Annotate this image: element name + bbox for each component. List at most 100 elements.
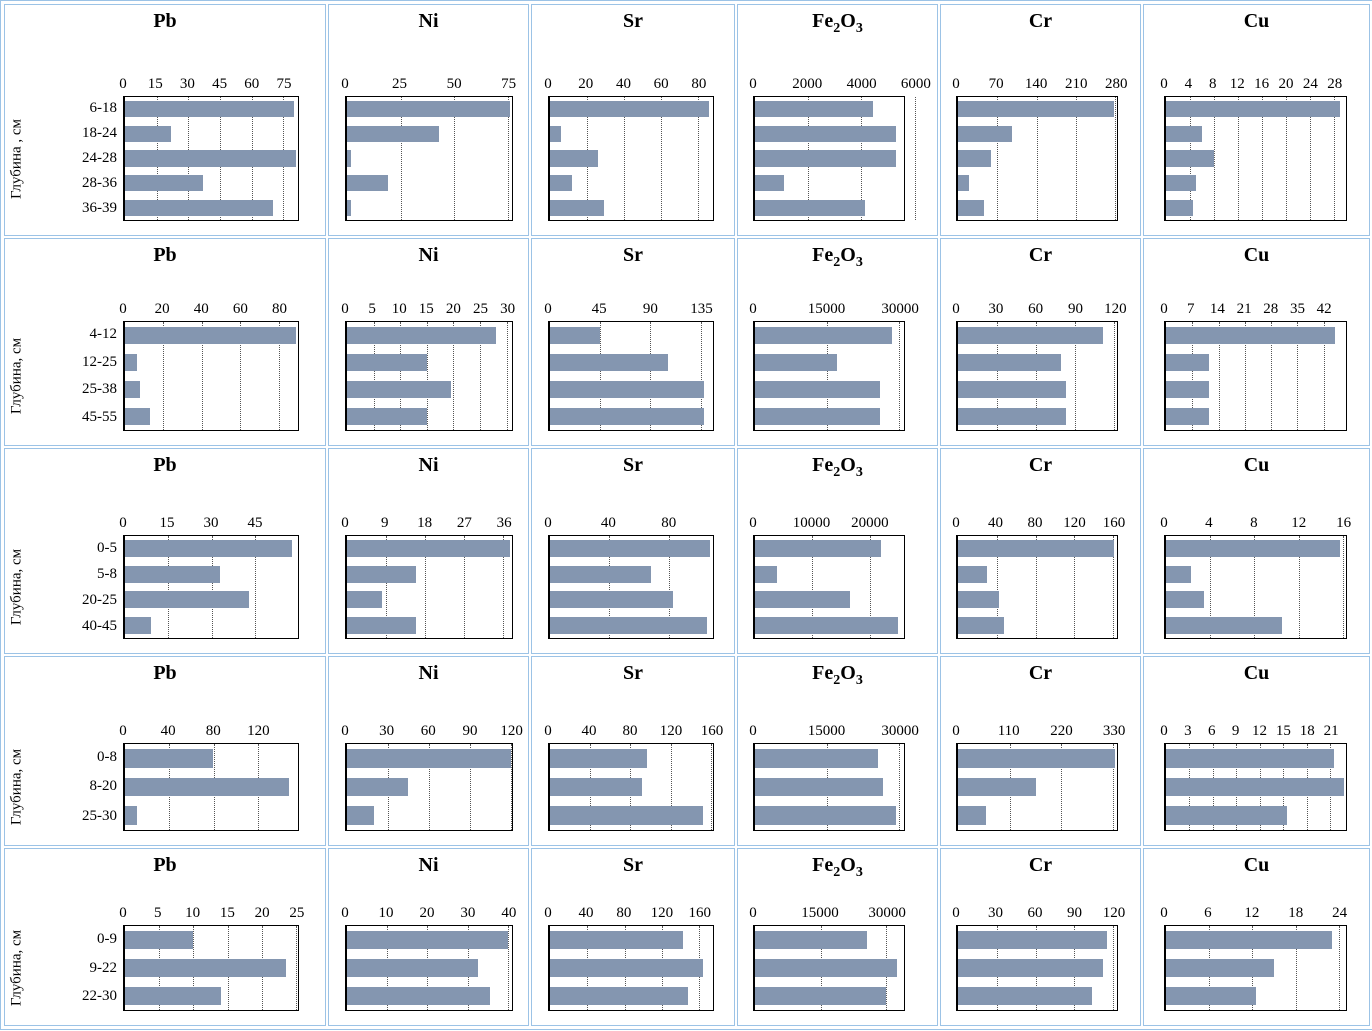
bar [958,986,1093,1006]
bar [347,616,417,634]
x-tick-label: 24 [1332,905,1348,921]
bar-band [125,801,298,830]
bar [550,806,703,826]
chart-title: Fe2O3 [812,854,863,880]
gutter-spacer [532,743,548,831]
chart-cell-fe2o3-row3: Fe2O3 0 10000 20000 [737,448,938,654]
x-tick-label: 20000 [851,515,889,531]
bar-band [550,744,713,773]
x-tick-label: 30 [203,515,219,531]
bar-band [550,403,713,430]
chart-cell-fe2o3-row2: Fe2O3 0 15000 30000 [737,238,938,446]
bar [347,407,427,426]
bar [550,565,651,583]
bar [958,101,1115,118]
plot-row [1144,535,1369,639]
chart-title: Sr [622,662,643,684]
bar-band [1166,195,1346,220]
gridline [1338,926,1340,1010]
bar [125,616,151,634]
axis-plot-group: 0 4 8 12 16 [1144,511,1369,639]
chart-cell-sr-row5: Sr 0 40 80 120 160 [531,848,735,1026]
chart-title-subscript: 3 [855,673,863,688]
gridline [1271,322,1272,430]
axis-plot-group: 0 5 10 15 20 25 30 [329,297,528,431]
chart-title-subscript: 3 [855,465,863,480]
depth-label: 36-39 [82,200,117,216]
x-tick-label: 0 [119,76,127,92]
bar [550,150,599,167]
y-axis-title: Глубина, см [8,748,25,826]
bar [1166,150,1214,167]
bars [125,926,298,1010]
gutter-spacer [941,743,956,831]
axis-plot-group: 0 2000 4000 6000 [738,72,937,221]
gridline [698,97,700,220]
bar-band [958,613,1117,639]
axis-plot-group: 0 40 80 [532,511,734,639]
x-tick-label: 28 [1263,301,1279,317]
depth-label: 45-55 [82,408,117,425]
x-tick-label: 15 [418,301,434,317]
bar-band [1166,322,1346,349]
bar [347,986,490,1006]
gridline [1214,97,1215,220]
x-tick-label: 120 [1102,905,1126,921]
bar-band [125,562,298,588]
chart-cell-sr-row1: Sr 0 20 40 60 80 [531,4,735,236]
bar-band [1166,376,1346,403]
plot-area [548,96,714,221]
x-axis-ticks: 0 40 80 120 [119,719,299,743]
gridline [1192,322,1194,430]
x-tick-label: 60 [420,723,436,739]
x-axis-ticks: 0 15000 30000 [749,297,919,321]
x-tick-label: 15 [147,76,163,92]
bar-band [125,613,298,639]
x-tick-label: 0 [119,723,127,739]
depth-label: 24-28 [82,150,117,166]
bar [1166,986,1256,1006]
bar-band [347,403,512,430]
bar-band [347,926,512,954]
x-tick-label: 30 [179,76,195,92]
axis-plot-group: 0 4 8 12 16 20 24 28 [1144,72,1369,221]
bar-band [125,773,298,802]
x-tick-label: 45 [247,515,263,531]
bar [125,748,213,768]
bar-band [1166,982,1346,1010]
x-tick-label: 45 [212,76,228,92]
plot-area [956,96,1118,221]
axis-plot-group: 0 40 80 120 160 [941,511,1140,639]
bar-band [755,171,904,196]
y-axis-gutter: Глубина , см 6-18 18-24 24-28 28-36 36-39 [5,96,123,221]
plot-row [329,96,528,221]
bar [347,101,510,118]
bar-band [755,403,904,430]
gridline [668,536,670,638]
bar [125,930,194,950]
x-tick-label: 90 [1068,301,1083,317]
bar-band [1166,122,1346,147]
bar-band [1166,349,1346,376]
axis-plot-group: 0 10 20 30 40 [329,901,528,1011]
gridline [428,744,430,830]
x-tick-label: 15000 [807,723,846,739]
bar-band [1166,587,1346,613]
bar-band [755,954,904,982]
x-tick-label: 90 [1067,905,1083,921]
bar-band [550,195,713,220]
bar-band [550,122,713,147]
x-tick-label: 0 [119,905,127,921]
chart-cell-ni-row4: Ni 0 30 60 90 120 [328,656,529,846]
chart-title: Pb [153,854,177,876]
chart-title-subscript: 3 [855,865,863,880]
x-tick-label: 0 [341,723,349,739]
x-tick-label: 80 [691,76,707,92]
bars [550,322,713,430]
bar-band [1166,146,1346,171]
x-tick-label: 15 [219,905,235,921]
chart-cell-cr-row2: Cr 0 30 60 90 120 [940,238,1141,446]
x-axis-ticks: 0 40 80 120 160 [952,511,1125,535]
bar-band [550,146,713,171]
gridline [1323,322,1325,430]
